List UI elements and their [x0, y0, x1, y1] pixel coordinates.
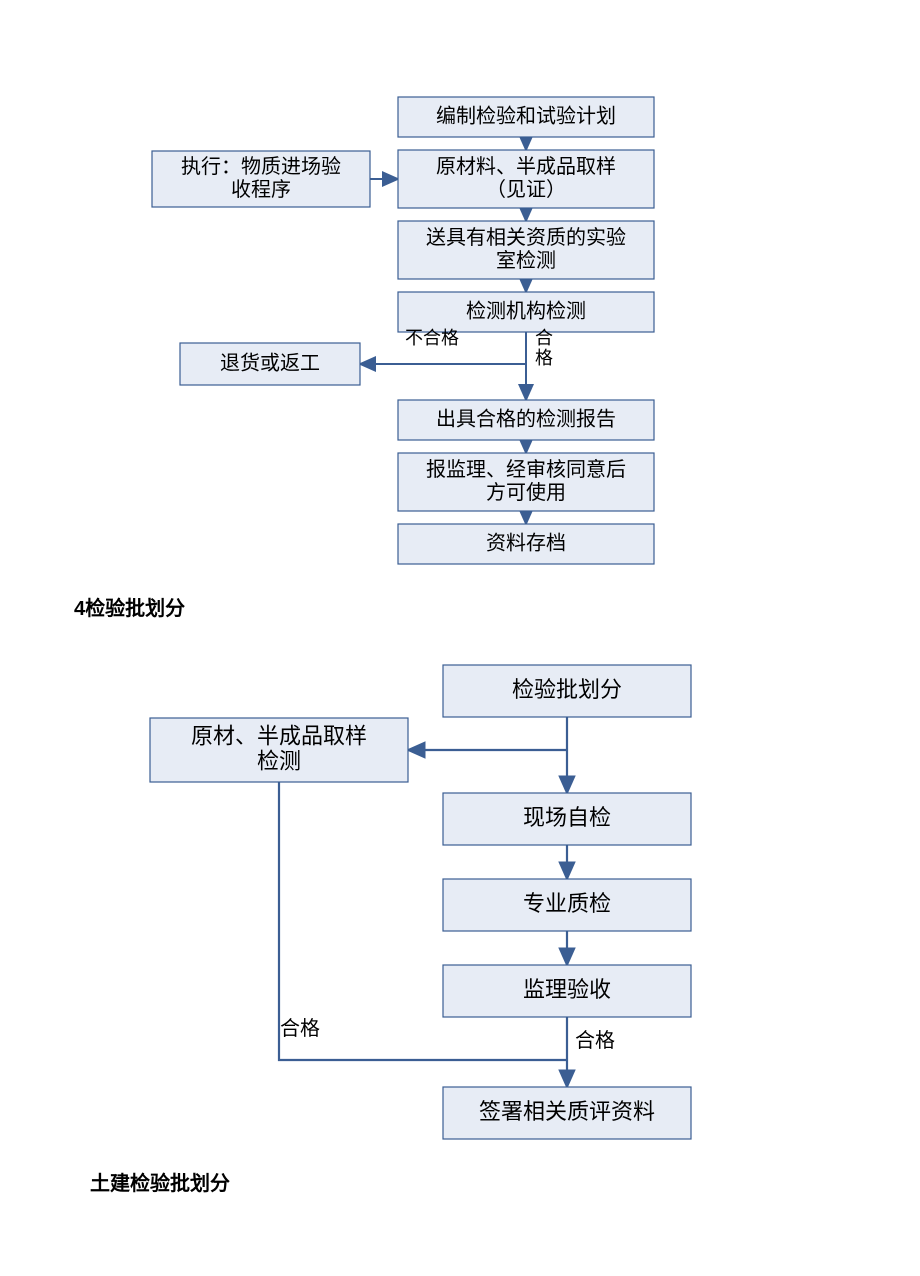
- fc2-edgelabel-1: 合格: [575, 1029, 615, 1052]
- fc1-edgelabel-0: 合: [535, 328, 553, 348]
- fc1-node-n4-label: 检测机构检测: [466, 300, 586, 323]
- fc2-node-sm-label: 检测: [257, 749, 301, 774]
- diagram-canvas: 编制检验和试验计划原材料、半成品取样（见证） 送具有相关资质的实验室检测检测机构检…: [0, 0, 920, 1276]
- section-heading-2: 土建检验批划分: [90, 1167, 230, 1196]
- fc1-node-n2-label: （见证）: [486, 178, 566, 201]
- fc1-edgelabel-0: 格: [535, 348, 553, 368]
- fc1-node-s1-label: 收程序: [231, 178, 291, 201]
- fc2-node-m2-label: 现场自检: [523, 805, 611, 830]
- fc1-node-n3-label: 室检测: [496, 249, 556, 272]
- fc2-node-m5-label: 签署相关质评资料: [479, 1099, 655, 1124]
- fc1-node-s1-label: 执行：物质进场验: [181, 155, 341, 178]
- fc1-node-n5-label: 出具合格的检测报告: [436, 408, 616, 431]
- fc1-node-n3-label: 送具有相关资质的实验: [426, 226, 626, 249]
- fc1-edgelabel-1: 不合格: [405, 328, 459, 348]
- fc2-node-m4-label: 监理验收: [523, 977, 611, 1002]
- fc2-edgelabel-0: 合格: [280, 1017, 320, 1040]
- fc1-node-n7-label: 资料存档: [486, 532, 566, 555]
- fc2-node-m1-label: 检验批划分: [512, 677, 622, 702]
- fc1-node-s2-label: 退货或返工: [220, 352, 320, 375]
- fc1-node-n6-label: 方可使用: [486, 481, 566, 504]
- fc1-node-n6-label: 报监理、经审核同意后: [426, 458, 626, 481]
- fc1-node-n2-label: 原材料、半成品取样: [436, 155, 616, 178]
- fc1-node-n1-label: 编制检验和试验计划: [436, 105, 616, 128]
- section-heading-1: 4检验批划分: [74, 592, 185, 621]
- fc2-node-sm-label: 原材、半成品取样: [191, 723, 367, 748]
- fc2-node-m3-label: 专业质检: [523, 891, 611, 916]
